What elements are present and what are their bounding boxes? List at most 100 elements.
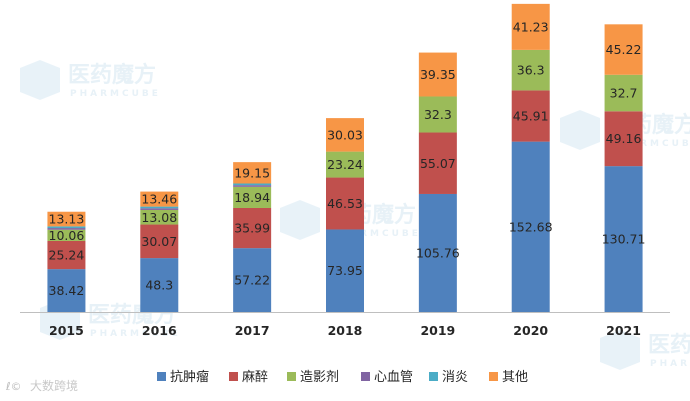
watermark-sub: PHARMCUBE bbox=[90, 329, 181, 339]
x-tick-2019: 2019 bbox=[420, 323, 455, 338]
x-tick-2015: 2015 bbox=[49, 323, 84, 338]
bar-segment-2016-麻醉 bbox=[140, 224, 179, 259]
data-label-2019-造影剂: 32.3 bbox=[424, 107, 452, 122]
legend-label: 造影剂 bbox=[300, 370, 339, 385]
watermark-sub: PHARMCUBE bbox=[650, 359, 690, 369]
bar-segment-2020-造影剂 bbox=[511, 49, 550, 91]
bar-segment-2019-其他 bbox=[418, 52, 457, 97]
data-label-2017-抗肿瘤: 57.22 bbox=[234, 273, 270, 288]
data-label-2016-麻醉: 30.07 bbox=[141, 234, 177, 249]
data-label-2021-造影剂: 32.7 bbox=[610, 86, 638, 101]
bar-segment-2021-造影剂 bbox=[604, 74, 643, 112]
legend-item-其他: 其他 bbox=[489, 370, 528, 385]
data-label-2017-造影剂: 18.94 bbox=[234, 190, 270, 205]
data-label-2015-麻醉: 25.24 bbox=[49, 248, 85, 263]
x-tick-2017: 2017 bbox=[235, 323, 270, 338]
bar-segment-2018-其他 bbox=[326, 118, 364, 152]
bar-segment-2017-其他 bbox=[233, 162, 272, 184]
bar-segment-2017-心血管 bbox=[233, 185, 272, 187]
legend-label: 其他 bbox=[502, 370, 528, 385]
data-label-2018-其他: 30.03 bbox=[327, 127, 363, 142]
data-label-2018-抗肿瘤: 73.95 bbox=[327, 263, 363, 278]
legend-item-抗肿瘤: 抗肿瘤 bbox=[157, 369, 209, 385]
bar-segment-2016-消炎 bbox=[140, 206, 179, 209]
data-label-2021-抗肿瘤: 130.71 bbox=[602, 232, 646, 247]
bar-segment-2015-抗肿瘤 bbox=[47, 269, 86, 312]
bar-segment-2018-抗肿瘤 bbox=[326, 229, 364, 312]
bar-segment-2017-消炎 bbox=[233, 183, 272, 186]
data-label-2020-其他: 41.23 bbox=[513, 19, 549, 34]
data-label-2019-其他: 39.35 bbox=[420, 67, 456, 82]
watermark-brand: 医药魔方 bbox=[68, 62, 156, 88]
bar-segment-2015-消炎 bbox=[47, 226, 86, 229]
bar-segment-2019-造影剂 bbox=[418, 96, 457, 133]
legend-label: 心血管 bbox=[374, 370, 413, 385]
legend-swatch bbox=[157, 372, 166, 381]
data-label-2018-麻醉: 46.53 bbox=[327, 196, 363, 211]
bar-segment-2020-麻醉 bbox=[511, 90, 550, 142]
x-tick-2020: 2020 bbox=[513, 323, 548, 338]
source-credit: ℓ© 大数跨境 bbox=[5, 378, 78, 393]
bar-segment-2015-造影剂 bbox=[47, 229, 86, 241]
bar-segment-2018-造影剂 bbox=[326, 151, 364, 178]
data-label-2015-其他: 13.13 bbox=[49, 212, 85, 227]
legend-label: 消炎 bbox=[442, 370, 468, 385]
bar-segment-2020-抗肿瘤 bbox=[511, 141, 550, 312]
legend-label: 抗肿瘤 bbox=[170, 369, 209, 385]
bar-segment-2017-麻醉 bbox=[233, 207, 272, 249]
data-label-2016-其他: 13.46 bbox=[141, 192, 177, 207]
legend-swatch bbox=[229, 372, 238, 381]
watermark-sub: PHARMCUBE bbox=[70, 89, 161, 99]
bar-segment-2019-抗肿瘤 bbox=[418, 193, 457, 312]
data-label-2018-造影剂: 23.24 bbox=[327, 157, 363, 172]
data-label-2017-其他: 19.15 bbox=[234, 165, 270, 180]
data-label-2015-抗肿瘤: 38.42 bbox=[49, 283, 85, 298]
legend-swatch bbox=[287, 372, 296, 381]
watermark-sub: PHARMCUBE bbox=[330, 229, 421, 239]
data-label-2021-其他: 45.22 bbox=[606, 42, 642, 57]
data-label-2016-抗肿瘤: 48.3 bbox=[145, 278, 173, 293]
bar-segment-2016-造影剂 bbox=[140, 209, 179, 225]
legend-item-心血管: 心血管 bbox=[361, 370, 413, 385]
watermark-brand: 医药魔方 bbox=[648, 332, 690, 358]
bar-segment-2015-其他 bbox=[47, 211, 86, 227]
legend-swatch bbox=[429, 372, 438, 381]
bar-segment-2021-其他 bbox=[604, 24, 643, 75]
cube-logo-icon bbox=[560, 110, 600, 150]
x-tick-2018: 2018 bbox=[328, 323, 363, 338]
cube-logo-icon bbox=[600, 330, 640, 370]
data-label-2017-麻醉: 35.99 bbox=[234, 221, 270, 236]
bar-segment-2021-麻醉 bbox=[604, 111, 643, 167]
bar-segment-2018-麻醉 bbox=[326, 177, 364, 230]
data-label-2016-造影剂: 13.08 bbox=[141, 210, 177, 225]
legend-label: 麻醉 bbox=[242, 369, 268, 385]
cube-logo-icon bbox=[280, 200, 320, 240]
cube-logo-icon bbox=[20, 60, 60, 100]
bar-segment-2017-造影剂 bbox=[233, 186, 272, 208]
data-label-2019-抗肿瘤: 105.76 bbox=[416, 245, 460, 260]
data-label-2019-麻醉: 55.07 bbox=[420, 156, 456, 171]
bar-segment-2015-麻醉 bbox=[47, 240, 86, 270]
bar-segment-2020-其他 bbox=[511, 3, 550, 50]
bar-segment-2016-心血管 bbox=[140, 208, 179, 210]
data-label-2021-麻醉: 49.16 bbox=[606, 131, 642, 146]
data-label-2020-造影剂: 36.3 bbox=[517, 63, 545, 78]
data-label-2020-麻醉: 45.91 bbox=[513, 109, 549, 124]
watermark-sub: PHARMCUBE bbox=[610, 139, 690, 149]
legend-swatch bbox=[489, 372, 498, 381]
bar-segment-2017-抗肿瘤 bbox=[233, 248, 272, 312]
legend-item-消炎: 消炎 bbox=[429, 370, 468, 385]
credit-text: 大数跨境 bbox=[30, 378, 78, 393]
legend: 抗肿瘤 麻醉 造影剂 心血管 消炎 其他 bbox=[157, 369, 528, 385]
bar-segment-2016-其他 bbox=[140, 191, 179, 207]
x-tick-labels: 2015 2016 2017 2018 2019 2020 2021 bbox=[49, 323, 641, 338]
bar-segment-2015-心血管 bbox=[47, 228, 86, 230]
bars-layer bbox=[47, 3, 643, 312]
data-label-2020-抗肿瘤: 152.68 bbox=[509, 219, 553, 234]
